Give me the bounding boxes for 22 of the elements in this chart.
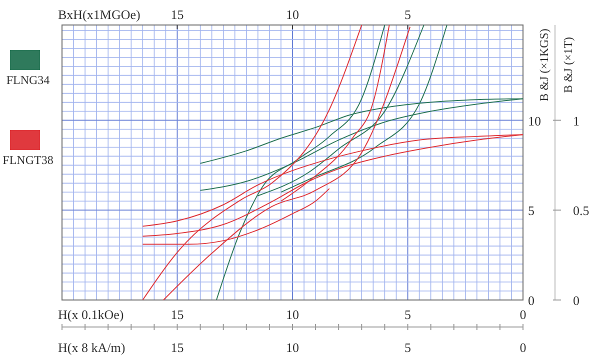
text: H(x 8 kA/m) (58, 340, 126, 355)
y2-tick-label: 1 (573, 113, 580, 128)
x2-tick-label: 15 (170, 7, 184, 22)
y2-tick-label: 0 (573, 293, 580, 308)
y-tick-label: 0 (528, 293, 534, 308)
y-axis-title: B &J (×1KGS) (537, 28, 551, 102)
annotation: 15 (170, 340, 184, 355)
x-tick-label: 15 (170, 307, 184, 322)
x-tick-label: 5 (404, 307, 411, 322)
x2-axis-title: BxH(x1MGOe) (58, 7, 140, 22)
x-tick-label: 10 (286, 307, 299, 322)
x2-tick-label: 10 (286, 7, 299, 22)
annotation: 10 (286, 340, 299, 355)
y2-tick-label: 0.5 (573, 203, 590, 218)
annotation: 5 (404, 340, 411, 355)
y2-axis-title: B &J (×1T) (561, 36, 575, 94)
legend-label: FLNGT38 (2, 153, 54, 167)
y-tick-label: 10 (528, 113, 541, 128)
x-axis-title: H(x 0.1kOe) (58, 307, 124, 322)
legend-label: FLNG34 (6, 73, 50, 87)
x2-tick-label: 5 (404, 7, 411, 22)
y-tick-label: 5 (528, 203, 534, 218)
